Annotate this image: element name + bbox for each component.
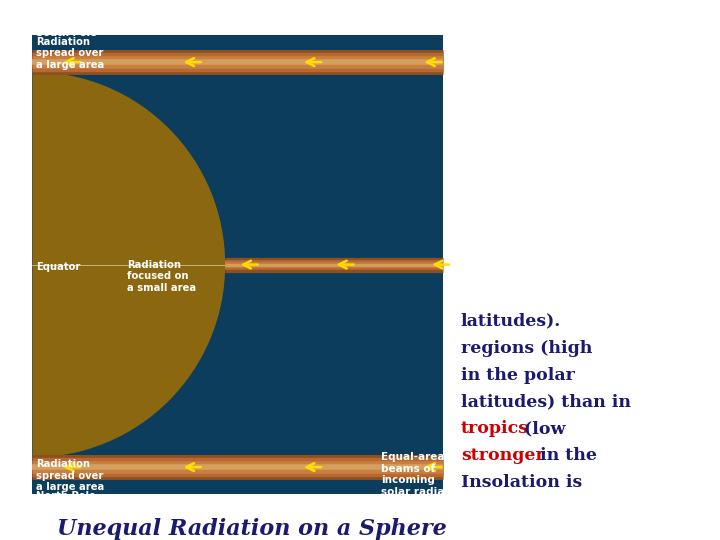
Text: Equator: Equator [37,261,81,272]
Text: Equal-area
beams of
incoming
solar radiation: Equal-area beams of incoming solar radia… [381,452,467,497]
Text: Unequal Radiation on a Sphere: Unequal Radiation on a Sphere [57,518,447,540]
Text: latitudes) than in: latitudes) than in [461,394,631,410]
Text: regions (high: regions (high [461,340,592,357]
Text: in the polar: in the polar [461,367,575,383]
Text: stronger: stronger [461,447,544,464]
Bar [32,35,443,494]
Text: Insolation is: Insolation is [461,474,582,491]
Text: (low: (low [518,420,565,437]
Wedge shape [32,72,225,457]
Text: in the: in the [534,447,597,464]
Text: North Pole: North Pole [37,491,96,501]
Text: tropics: tropics [461,420,528,437]
Text: Radiation
focused on
a small area: Radiation focused on a small area [127,260,197,293]
Text: South Pole: South Pole [37,28,97,38]
Text: Radiation
spread over
a large area: Radiation spread over a large area [37,37,104,70]
Text: latitudes).: latitudes). [461,313,561,330]
Text: Radiation
spread over
a large area: Radiation spread over a large area [37,459,104,492]
